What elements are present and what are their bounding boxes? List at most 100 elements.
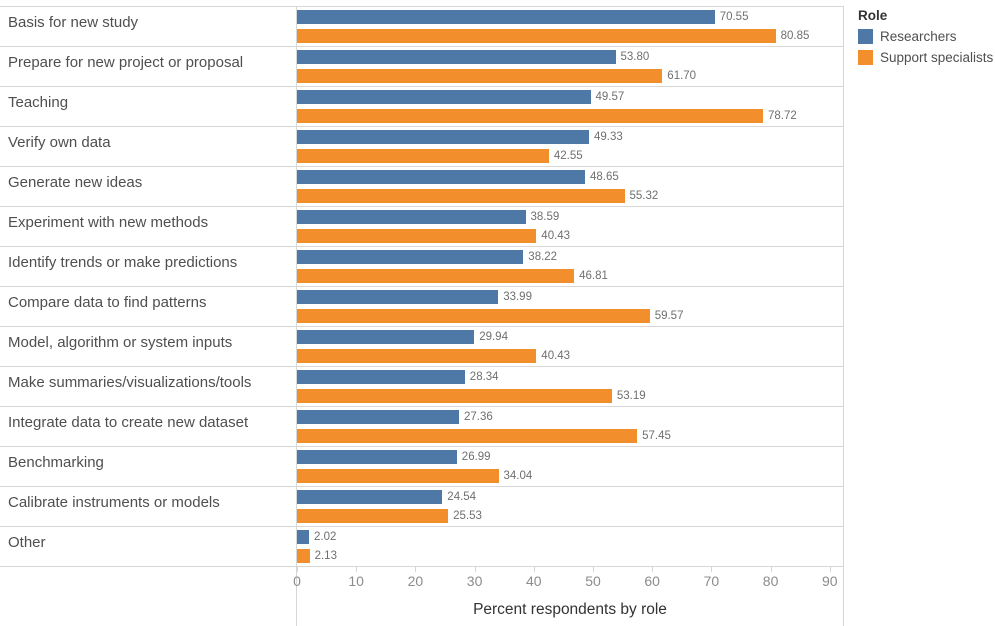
- bar-line: 48.65: [297, 170, 843, 184]
- bar-value-label: 2.13: [314, 550, 337, 562]
- axis-tick-label: 30: [466, 573, 483, 589]
- support-specialists-bar[interactable]: [297, 149, 549, 163]
- bar-line: 53.80: [297, 50, 843, 64]
- category-bars: 27.36 57.45: [297, 407, 843, 446]
- x-axis-title: Percent respondents by role: [473, 601, 667, 618]
- bar-value-label: 49.57: [595, 91, 625, 103]
- bar-value-label: 42.55: [553, 150, 583, 162]
- bar-value-label: 53.19: [616, 390, 646, 402]
- category-row: Prepare for new project or proposal 53.80…: [0, 46, 843, 86]
- support-specialists-bar[interactable]: [297, 549, 310, 563]
- bar-line: 78.72: [297, 109, 843, 123]
- axis-tick-label: 40: [526, 573, 542, 589]
- support-specialists-bar[interactable]: [297, 109, 763, 123]
- bar-value-label: 46.81: [579, 270, 608, 282]
- category-bars: 49.33 42.55: [297, 127, 843, 166]
- support-specialists-bar[interactable]: [297, 29, 776, 43]
- support-specialists-bar[interactable]: [297, 69, 663, 83]
- bar-line: 2.13: [297, 549, 843, 563]
- bar-value-label: 33.99: [503, 291, 532, 303]
- bar-line: 33.99: [297, 290, 843, 304]
- bar-line: 38.59: [297, 210, 843, 224]
- bar-line: 46.81: [297, 269, 843, 283]
- axis-tick-mark: [533, 567, 535, 572]
- category-bars: 28.34 53.19: [297, 367, 843, 406]
- bar-value-label: 34.04: [503, 470, 533, 482]
- category-row: Verify own data 49.33 42.55: [0, 126, 843, 166]
- axis-tick-mark: [711, 567, 713, 572]
- category-bars: 49.57 78.72: [297, 87, 843, 126]
- bar-line: 29.94: [297, 330, 843, 344]
- support-specialists-bar[interactable]: [297, 469, 499, 483]
- axis-tick-mark: [415, 567, 417, 572]
- legend-label: Support specialists: [880, 50, 994, 65]
- category-row: Integrate data to create new dataset 27.3…: [0, 406, 843, 446]
- category-label: Identify trends or make predictions: [8, 254, 238, 271]
- axis-tick-mark: [829, 567, 831, 572]
- support-specialists-bar[interactable]: [297, 189, 625, 203]
- researchers-bar[interactable]: [297, 210, 526, 224]
- axis-tick-mark: [474, 567, 476, 572]
- bar-value-label: 25.53: [453, 510, 482, 522]
- support-specialists-bar[interactable]: [297, 309, 650, 323]
- bar-line: 34.04: [297, 469, 843, 483]
- category-label: Experiment with new methods: [8, 214, 209, 231]
- axis-tick-mark: [770, 567, 772, 572]
- bar-value-label: 53.80: [620, 51, 650, 63]
- category-bars: 38.59 40.43: [297, 207, 843, 246]
- category-row: Model, algorithm or system inputs 29.94 40…: [0, 326, 843, 366]
- bar-value-label: 49.33: [594, 131, 623, 143]
- category-label: Benchmarking: [8, 454, 104, 471]
- legend-item-researchers[interactable]: Researchers: [858, 29, 993, 44]
- plot-right-border: [843, 6, 844, 626]
- category-row: Other 2.02 2.13: [0, 526, 843, 566]
- researchers-bar[interactable]: [297, 10, 715, 24]
- bar-value-label: 59.57: [654, 310, 684, 322]
- category-row: Make summaries/visualizations/tools 28.34…: [0, 366, 843, 406]
- axis-tick-label: 80: [762, 573, 779, 589]
- category-row: Benchmarking 26.99 34.04: [0, 446, 843, 486]
- support-specialists-bar[interactable]: [297, 229, 537, 243]
- researchers-bar[interactable]: [297, 90, 591, 104]
- researchers-bar[interactable]: [297, 330, 475, 344]
- axis-tick-label: 50: [585, 573, 601, 589]
- researchers-bar[interactable]: [297, 370, 465, 384]
- category-row: Teaching 49.57 78.72: [0, 86, 843, 126]
- bar-value-label: 28.34: [469, 371, 499, 383]
- bar-line: 24.54: [297, 490, 843, 504]
- axis-tick-mark: [356, 567, 358, 572]
- bar-line: 61.70: [297, 69, 843, 83]
- category-bars: 2.02 2.13: [297, 527, 843, 566]
- axis-tick-mark: [593, 567, 594, 572]
- bar-line: 26.99: [297, 450, 843, 464]
- bar-line: 38.22: [297, 250, 843, 264]
- category-bars: 53.80 61.70: [297, 47, 843, 86]
- bar-value-label: 40.43: [541, 350, 571, 362]
- support-specialists-bar[interactable]: [297, 349, 537, 363]
- bar-line: 40.43: [297, 229, 843, 243]
- researchers-bar[interactable]: [297, 410, 459, 424]
- chart-rows: Basis for new study 70.55 80.85 Prepare for…: [0, 6, 843, 567]
- bar-line: 49.57: [297, 90, 843, 104]
- axis-tick-label: 90: [822, 573, 838, 589]
- researchers-bar[interactable]: [297, 490, 443, 504]
- category-row: Basis for new study 70.55 80.85: [0, 6, 843, 46]
- support-specialists-bar[interactable]: [297, 509, 449, 523]
- researchers-bar[interactable]: [297, 50, 616, 64]
- bar-line: 55.32: [297, 189, 843, 203]
- legend-item-support-specialists[interactable]: Support specialists: [858, 50, 993, 65]
- support-specialists-bar[interactable]: [297, 389, 612, 403]
- researchers-bar[interactable]: [297, 170, 585, 184]
- researchers-bar[interactable]: [297, 250, 524, 264]
- researchers-bar[interactable]: [297, 530, 309, 544]
- support-specialists-bar[interactable]: [297, 429, 638, 443]
- category-bars: 38.22 46.81: [297, 247, 843, 286]
- bar-value-label: 24.54: [447, 491, 477, 503]
- support-specialists-swatch-icon: [858, 50, 873, 65]
- researchers-bar[interactable]: [297, 290, 499, 304]
- support-specialists-bar[interactable]: [297, 269, 575, 283]
- researchers-bar[interactable]: [297, 130, 589, 144]
- category-bars: 24.54 25.53: [297, 487, 843, 526]
- category-row: Calibrate instruments or models 24.54 25.5…: [0, 486, 843, 526]
- researchers-bar[interactable]: [297, 450, 457, 464]
